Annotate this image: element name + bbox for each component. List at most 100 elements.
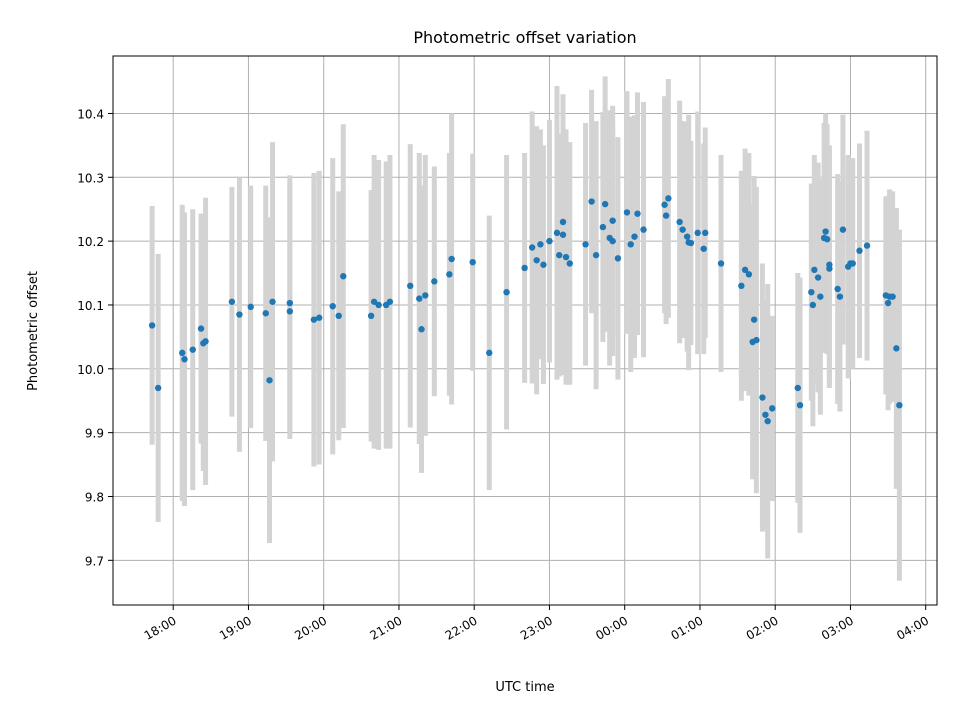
data-point (817, 293, 824, 300)
data-point (592, 251, 600, 259)
data-point (340, 273, 347, 280)
data-point (588, 198, 595, 205)
data-point (599, 223, 607, 231)
data-point (247, 303, 254, 311)
data-point (228, 298, 236, 305)
data-point (601, 200, 609, 208)
data-point (503, 288, 510, 296)
y-tick-label: 10.2 (77, 235, 104, 249)
data-point (836, 293, 844, 300)
error-bars (149, 76, 902, 581)
data-point (528, 244, 536, 251)
data-point (286, 308, 294, 315)
data-point (609, 237, 616, 245)
data-point (335, 312, 342, 320)
data-point (745, 271, 753, 278)
data-point (370, 298, 378, 305)
data-point (849, 260, 856, 267)
data-point (486, 349, 493, 357)
data-point (863, 242, 871, 249)
data-point (839, 226, 847, 233)
data-point (826, 265, 833, 272)
y-tick-label: 10.0 (77, 363, 104, 377)
data-point (469, 258, 476, 266)
data-point (446, 271, 453, 278)
data-point (764, 417, 771, 425)
y-tick-label: 10.3 (77, 171, 104, 185)
data-point (386, 298, 394, 305)
data-point (559, 231, 567, 238)
data-point (609, 217, 616, 224)
data-point (197, 325, 205, 332)
x-tick-label: 03:00 (819, 613, 856, 642)
data-point (236, 311, 243, 318)
y-tick-label: 9.9 (85, 427, 104, 441)
data-point (896, 401, 903, 409)
data-point (683, 233, 691, 240)
data-point (546, 237, 553, 245)
data-point (422, 292, 429, 299)
data-point (702, 229, 709, 237)
data-point (367, 312, 375, 320)
data-point (269, 298, 276, 305)
data-point (416, 295, 423, 302)
y-tick-label: 9.8 (85, 490, 104, 504)
data-point (521, 264, 528, 272)
data-point (762, 411, 769, 418)
x-tick-label: 22:00 (443, 613, 480, 642)
x-tick-label: 02:00 (744, 613, 781, 642)
data-point (310, 316, 318, 323)
data-point (148, 322, 156, 329)
data-point (202, 338, 209, 345)
x-tick-label: 21:00 (367, 613, 404, 642)
data-point (759, 394, 766, 401)
data-point (627, 241, 634, 248)
data-point (640, 226, 647, 233)
data-point (614, 255, 622, 262)
data-point (893, 345, 900, 352)
data-point (553, 229, 561, 237)
y-tick-label: 10.1 (77, 299, 104, 313)
data-point (661, 201, 668, 208)
data-point (634, 210, 641, 217)
data-point (418, 326, 425, 333)
data-point (823, 236, 831, 243)
data-point (154, 384, 162, 392)
data-point (738, 282, 745, 290)
x-tick-label: 20:00 (292, 613, 329, 642)
data-point (856, 247, 863, 254)
data-point (562, 253, 570, 261)
data-point (889, 293, 896, 300)
data-point (808, 288, 815, 296)
chart-title: Photometric offset variation (413, 28, 636, 47)
data-point (631, 233, 638, 240)
data-point (741, 266, 749, 274)
data-point (179, 349, 186, 357)
data-point (811, 266, 818, 274)
data-point (266, 377, 273, 384)
data-point (676, 218, 683, 226)
data-point (665, 195, 672, 202)
data-point (540, 261, 547, 268)
data-point (700, 245, 707, 252)
plot-frame (112, 55, 938, 606)
data-point (884, 299, 892, 307)
data-point (717, 260, 725, 267)
data-point (796, 401, 804, 409)
data-point (262, 310, 269, 317)
x-tick-label: 19:00 (217, 613, 254, 642)
data-point (694, 229, 701, 237)
data-point (537, 241, 544, 248)
y-axis-label: Photometric offset (26, 271, 41, 391)
data-point (559, 218, 567, 226)
x-tick-label: 01:00 (668, 613, 705, 642)
data-point (407, 282, 414, 290)
data-point (533, 257, 540, 264)
y-axis-ticks: 9.7 9.8 9.9 10.0 10.1 10.2 10.3 10.4 (77, 107, 113, 568)
data-point (679, 226, 686, 233)
x-axis-ticks: 18:00 19:00 20:00 21:00 22:00 23:00 00:00 01:00… (142, 605, 931, 643)
data-point (189, 346, 196, 353)
x-axis-label: UTC time (495, 680, 554, 695)
data-point (662, 212, 670, 219)
